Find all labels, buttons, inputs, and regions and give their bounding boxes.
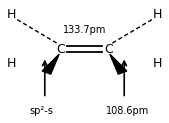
Text: H: H bbox=[152, 57, 162, 70]
Text: 108.6pm: 108.6pm bbox=[106, 106, 149, 116]
Polygon shape bbox=[42, 54, 59, 74]
Text: sp²-s: sp²-s bbox=[29, 106, 53, 116]
Polygon shape bbox=[110, 54, 127, 74]
Text: H: H bbox=[152, 8, 162, 21]
Text: C: C bbox=[56, 43, 65, 56]
Text: H: H bbox=[7, 8, 17, 21]
Text: H: H bbox=[7, 57, 17, 70]
Text: C: C bbox=[104, 43, 113, 56]
Text: 133.7pm: 133.7pm bbox=[63, 24, 106, 35]
